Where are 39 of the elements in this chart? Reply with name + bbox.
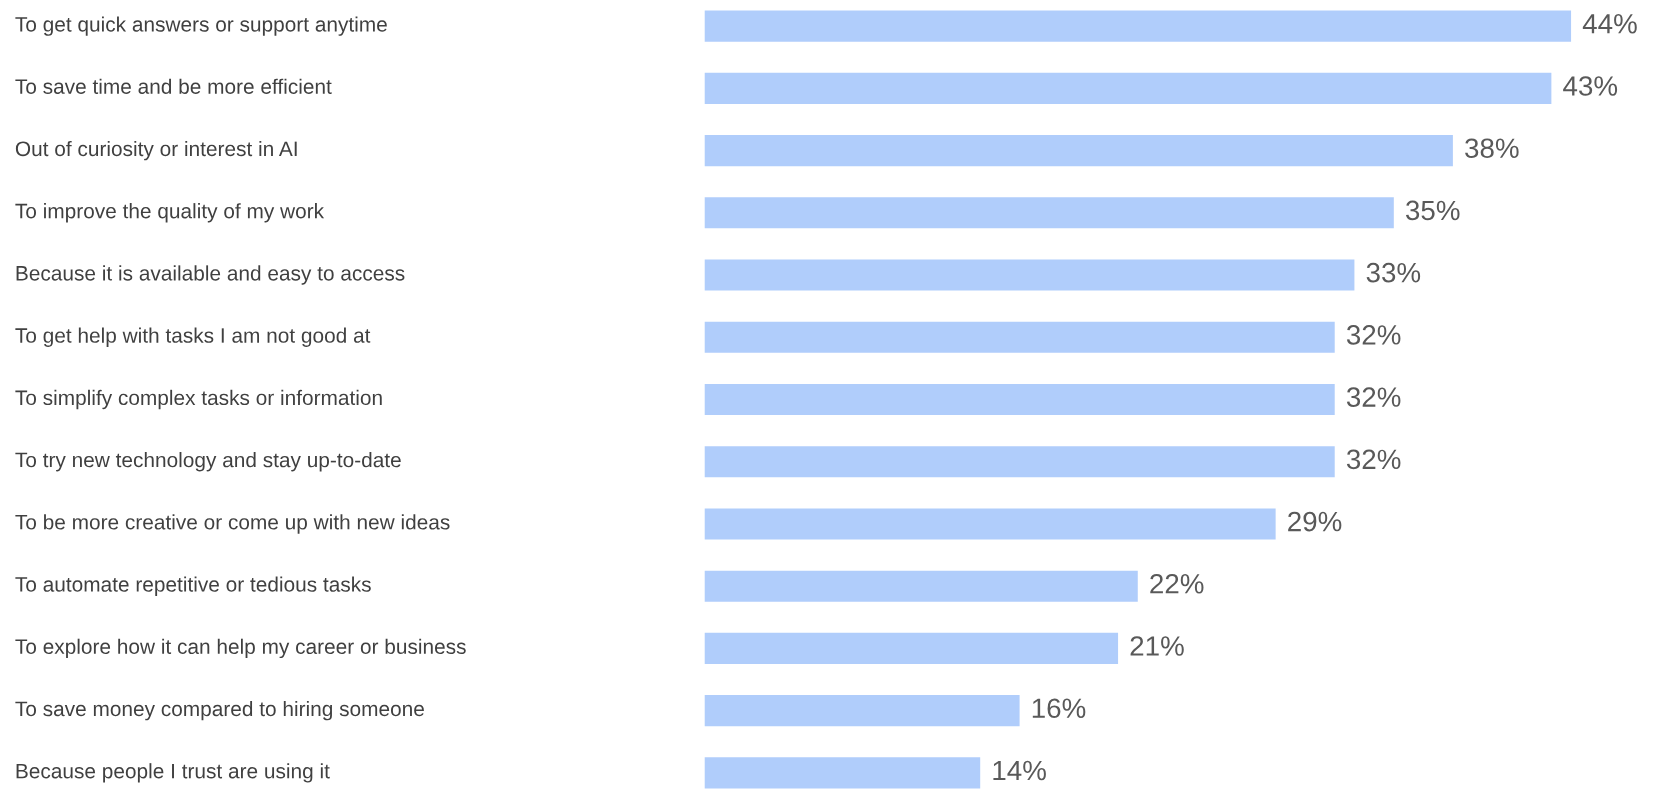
y-tick-label: Because it is available and easy to access bbox=[16, 265, 405, 285]
data-label: 43% bbox=[1563, 76, 1618, 96]
data-label: 21% bbox=[1130, 636, 1184, 656]
y-tick-label: To try new technology and stay up-to-date bbox=[15, 452, 401, 472]
y-tick-label: To save money compared to hiring someone bbox=[15, 700, 424, 721]
data-label: 22% bbox=[1150, 573, 1204, 594]
y-tick-label: To get quick answers or support anytime bbox=[15, 16, 387, 36]
y-tick-label: To simplify complex tasks or information bbox=[15, 389, 382, 410]
y-tick-label: To automate repetitive or tedious tasks bbox=[15, 576, 371, 596]
bar bbox=[704, 135, 1453, 167]
y-tick-label: To improve the quality of my work bbox=[15, 203, 325, 223]
data-label: 44% bbox=[1582, 14, 1637, 34]
y-tick-label: To explore how it can help my career or business bbox=[15, 638, 466, 659]
y-tick-label: Because people I trust are using it bbox=[16, 763, 330, 783]
y-tick-label: To save time and be more efficient bbox=[15, 78, 332, 94]
data-label: 29% bbox=[1288, 511, 1342, 532]
bar bbox=[704, 446, 1335, 478]
bar bbox=[704, 508, 1276, 540]
data-label: 14% bbox=[993, 760, 1046, 781]
bar bbox=[704, 570, 1138, 602]
data-label: 32% bbox=[1346, 387, 1401, 407]
bar bbox=[704, 695, 1020, 727]
y-tick-label: Out of curiosity or interest in AI bbox=[15, 140, 297, 161]
data-label: 32% bbox=[1346, 325, 1401, 345]
bar bbox=[704, 321, 1335, 353]
y-tick-label: To get help with tasks I am not good at bbox=[15, 327, 371, 347]
data-label: 38% bbox=[1465, 138, 1519, 159]
data-label: 16% bbox=[1032, 698, 1086, 719]
bar bbox=[704, 10, 1572, 42]
y-tick-label: To be more creative or come up with new ideas bbox=[15, 514, 450, 534]
data-label: 33% bbox=[1366, 262, 1421, 283]
bar bbox=[704, 632, 1119, 664]
data-label: 32% bbox=[1346, 449, 1401, 470]
bar bbox=[704, 259, 1355, 291]
bar bbox=[704, 757, 981, 789]
bar bbox=[704, 197, 1394, 229]
bar bbox=[704, 383, 1335, 416]
data-label: 35% bbox=[1405, 200, 1460, 221]
bar bbox=[704, 72, 1552, 104]
